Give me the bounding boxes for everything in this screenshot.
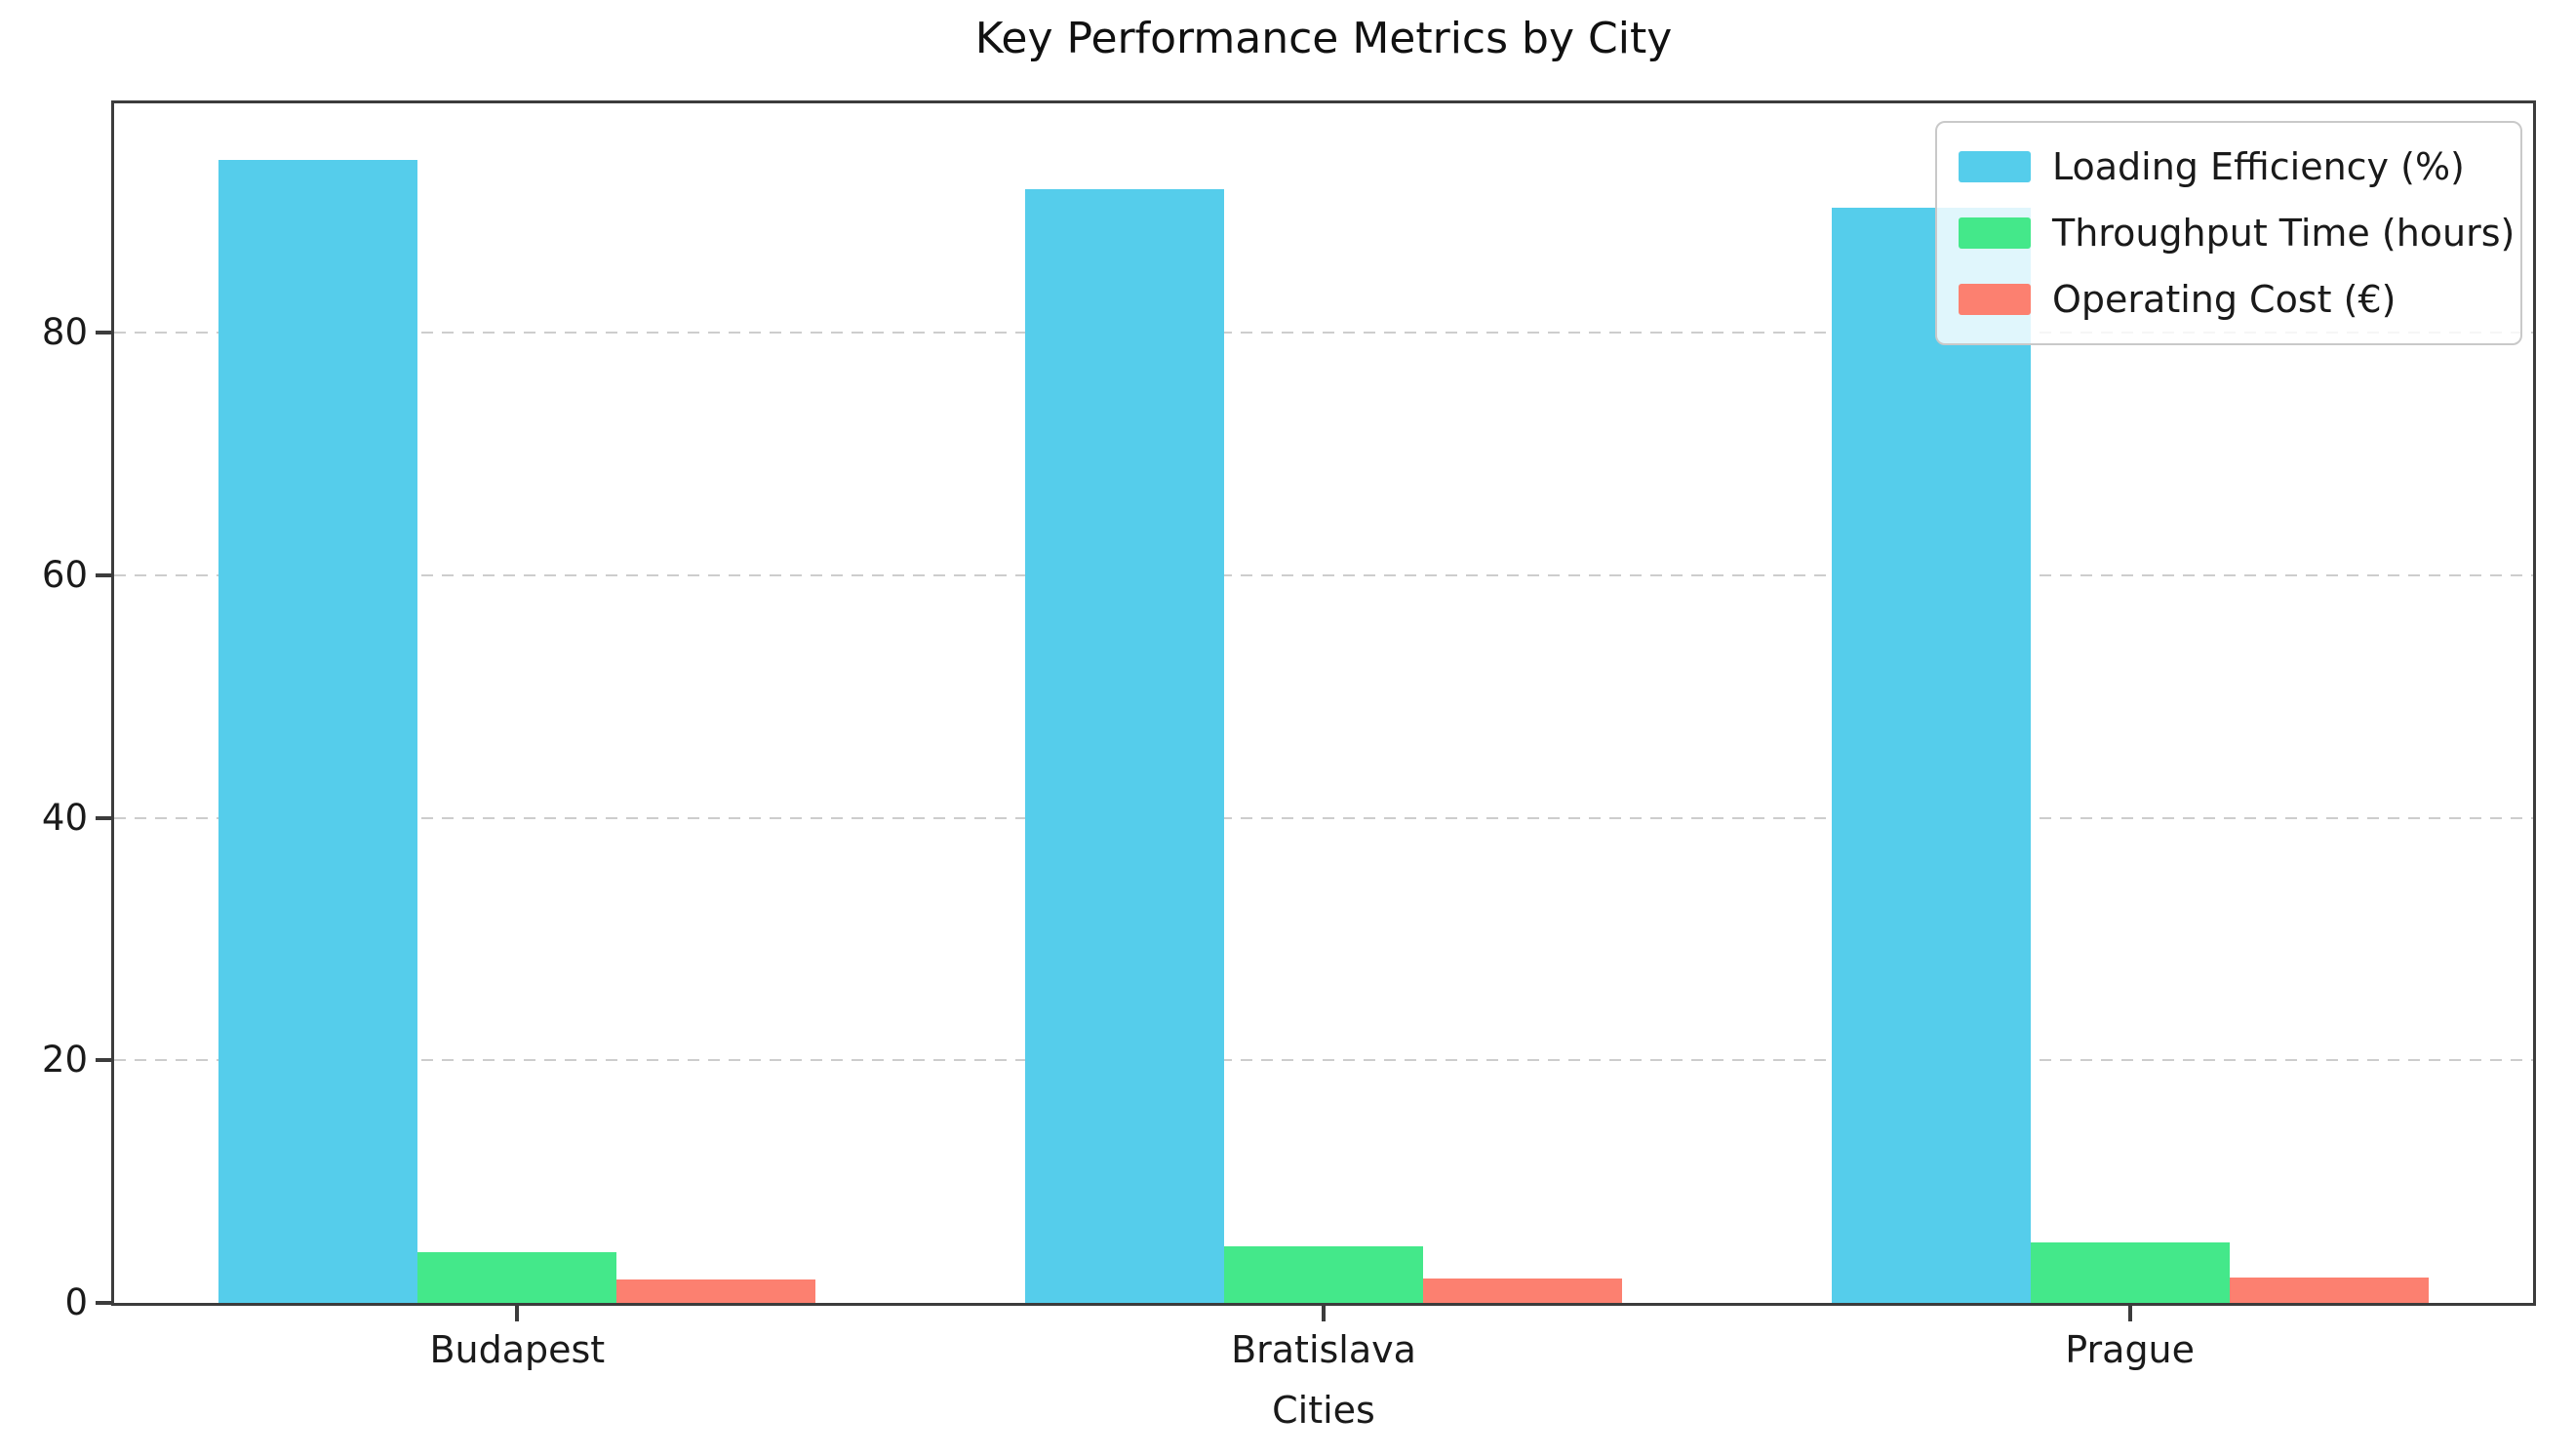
gridline-y-60: [114, 573, 2533, 576]
bar-bratislava-throughput-time-hours: [1224, 1246, 1423, 1303]
legend-item-operating-cost: Operating Cost (€): [1959, 271, 2499, 328]
x-tick-label-budapest: Budapest: [429, 1328, 606, 1371]
bar-budapest-operating-cost: [616, 1279, 815, 1303]
legend-item-loading-efficiency: Loading Efficiency (%): [1959, 138, 2499, 195]
bar-prague-operating-cost: [2230, 1278, 2429, 1303]
y-tick-label-40: 40: [41, 796, 88, 839]
bar-prague-throughput-time-hours: [2031, 1242, 2230, 1303]
legend-swatch-operating-cost: [1959, 284, 2031, 315]
legend-label-loading-efficiency: Loading Efficiency (%): [2052, 145, 2465, 188]
chart-title: Key Performance Metrics by City: [974, 14, 1673, 63]
bar-budapest-throughput-time-hours: [417, 1252, 616, 1303]
y-tick-mark-20: [96, 1058, 111, 1063]
legend-label-operating-cost: Operating Cost (€): [2052, 278, 2397, 321]
x-tick-label-bratislava: Bratislava: [1231, 1328, 1416, 1371]
x-tick-mark-budapest: [515, 1306, 520, 1321]
legend-item-throughput-time-hours: Throughput Time (hours): [1959, 205, 2515, 261]
x-axis-title: Cities: [1272, 1389, 1375, 1432]
x-tick-mark-prague: [2127, 1306, 2132, 1321]
legend-swatch-throughput-time-hours: [1959, 217, 2031, 249]
x-tick-label-prague: Prague: [2065, 1328, 2196, 1371]
bar-bratislava-operating-cost: [1423, 1279, 1622, 1303]
gridline-y-20: [114, 1059, 2533, 1062]
y-tick-mark-60: [96, 572, 111, 577]
y-tick-label-20: 20: [41, 1039, 88, 1082]
y-tick-mark-40: [96, 815, 111, 820]
y-tick-mark-80: [96, 331, 111, 335]
gridline-y-40: [114, 816, 2533, 819]
legend-swatch-loading-efficiency: [1959, 151, 2031, 182]
x-tick-mark-bratislava: [1322, 1306, 1326, 1321]
y-tick-label-0: 0: [64, 1281, 88, 1323]
y-tick-label-60: 60: [41, 553, 88, 596]
legend-label-throughput-time-hours: Throughput Time (hours): [2052, 212, 2516, 255]
legend: Loading Efficiency (%) Throughput Time (h…: [1935, 121, 2522, 345]
bar-prague-loading-efficiency: [1832, 208, 2031, 1303]
y-tick-mark-0: [96, 1301, 111, 1305]
bar-bratislava-loading-efficiency: [1025, 189, 1224, 1303]
gridline-y-80: [114, 332, 2533, 334]
bar-budapest-loading-efficiency: [218, 160, 417, 1303]
y-tick-label-80: 80: [41, 311, 88, 354]
